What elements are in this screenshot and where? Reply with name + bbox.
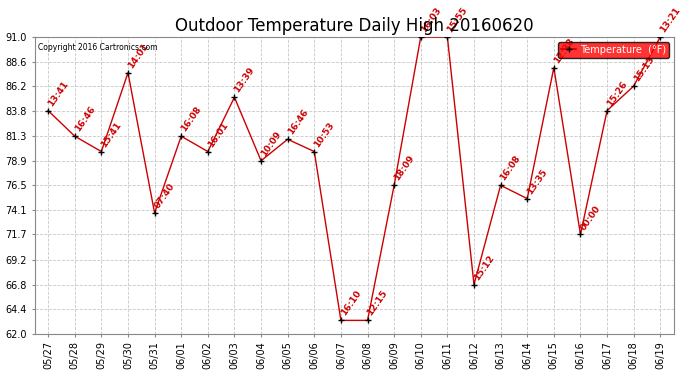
Text: 16:46: 16:46	[286, 108, 310, 136]
Text: 16:08: 16:08	[499, 154, 522, 183]
Text: 10:09: 10:09	[259, 129, 283, 158]
Text: 13:39: 13:39	[233, 66, 257, 94]
Legend: Temperature  (°F): Temperature (°F)	[558, 42, 669, 58]
Text: 13:35: 13:35	[525, 167, 549, 196]
Text: 12:38: 12:38	[552, 36, 576, 65]
Text: 16:01: 16:01	[206, 120, 230, 149]
Text: Copyright 2016 Cartronics.com: Copyright 2016 Cartronics.com	[38, 43, 157, 52]
Text: 00:00: 00:00	[579, 204, 602, 232]
Text: 15:26: 15:26	[605, 79, 629, 108]
Title: Outdoor Temperature Daily High 20160620: Outdoor Temperature Daily High 20160620	[175, 17, 533, 35]
Text: 15:55: 15:55	[446, 6, 469, 34]
Text: 10:53: 10:53	[313, 120, 336, 149]
Text: 15:12: 15:12	[472, 253, 496, 282]
Text: 13:41: 13:41	[46, 79, 70, 108]
Text: 16:10: 16:10	[339, 289, 363, 318]
Text: 13:21: 13:21	[658, 6, 682, 34]
Text: 07:40: 07:40	[152, 182, 177, 210]
Text: 18:09: 18:09	[393, 154, 416, 183]
Text: 16:08: 16:08	[179, 105, 203, 134]
Text: 16:46: 16:46	[73, 105, 97, 134]
Text: 14:01: 14:01	[126, 41, 150, 70]
Text: 15:13: 15:13	[632, 55, 656, 83]
Text: 15:41: 15:41	[99, 120, 124, 149]
Text: 12:15: 12:15	[366, 289, 389, 318]
Text: 16:03: 16:03	[419, 6, 443, 34]
